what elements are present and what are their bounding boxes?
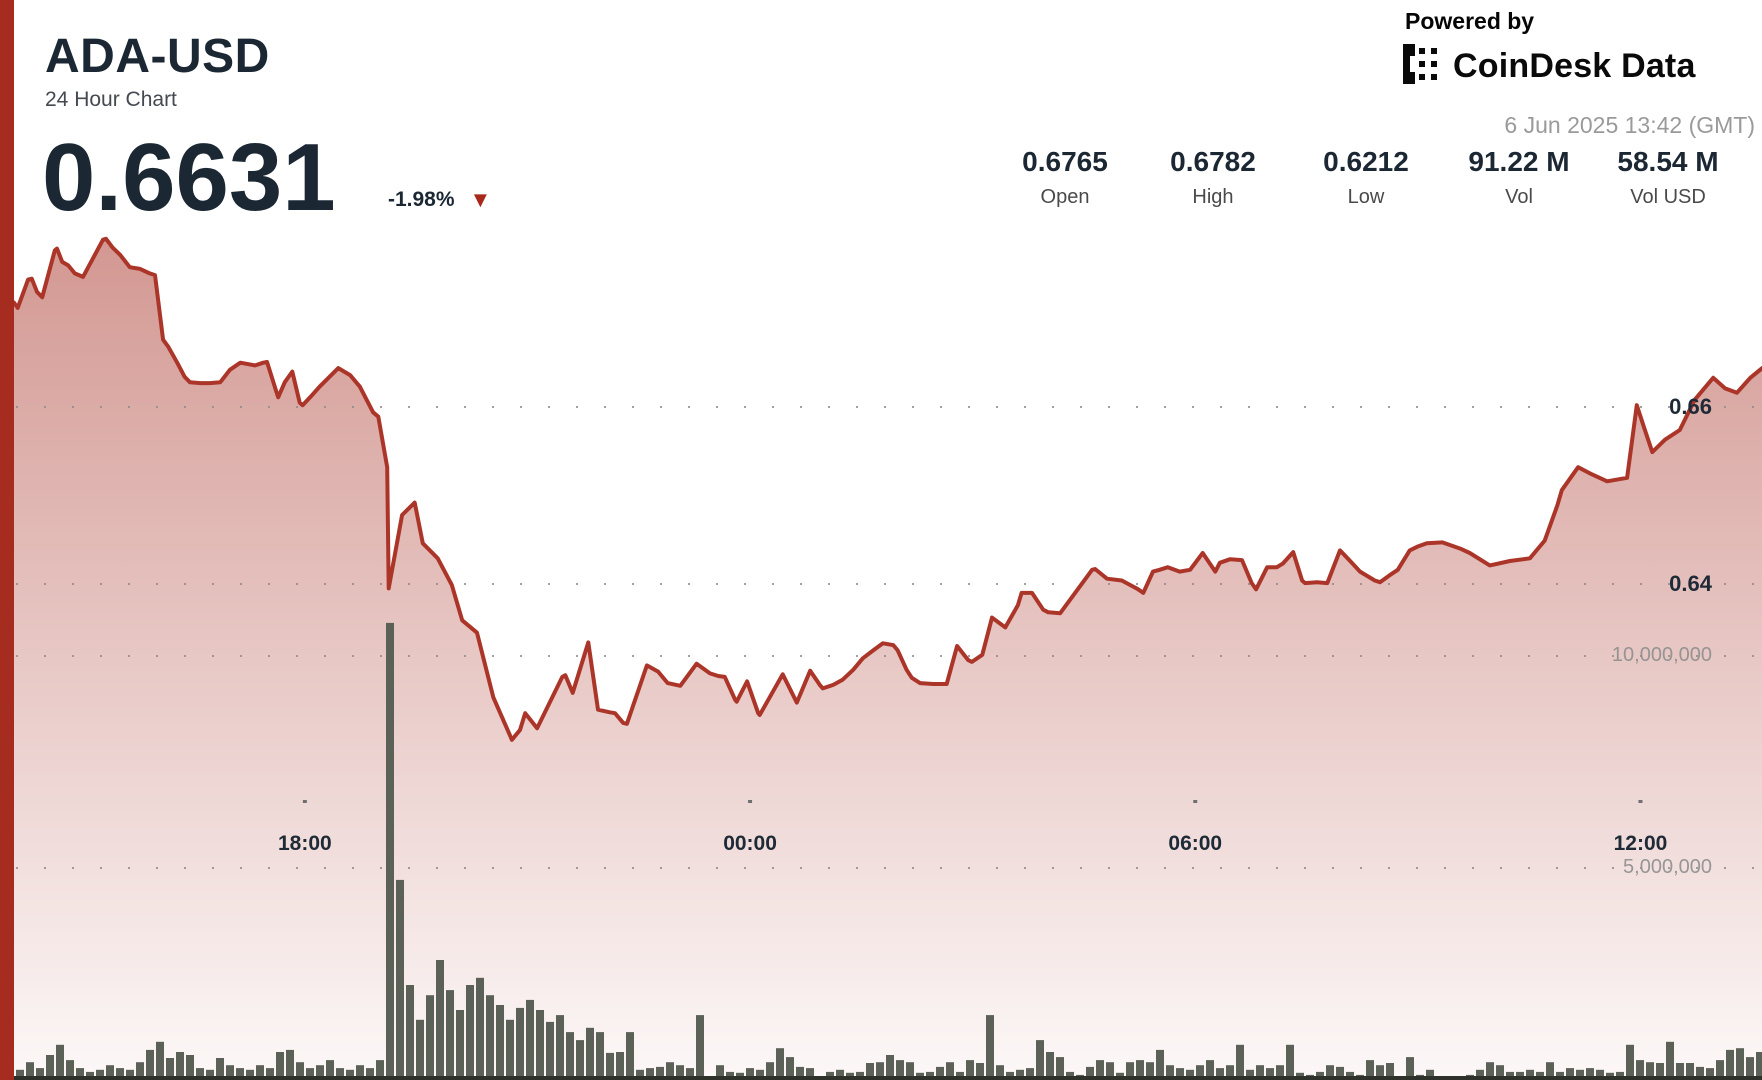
time-tick-marks [302, 800, 1643, 803]
volume-bars [16, 622, 1762, 1080]
price-line [12, 236, 1762, 742]
left-accent-bar [0, 0, 14, 1080]
price-area-fill [14, 238, 1762, 1080]
bottom-axis-line [14, 1076, 1762, 1080]
